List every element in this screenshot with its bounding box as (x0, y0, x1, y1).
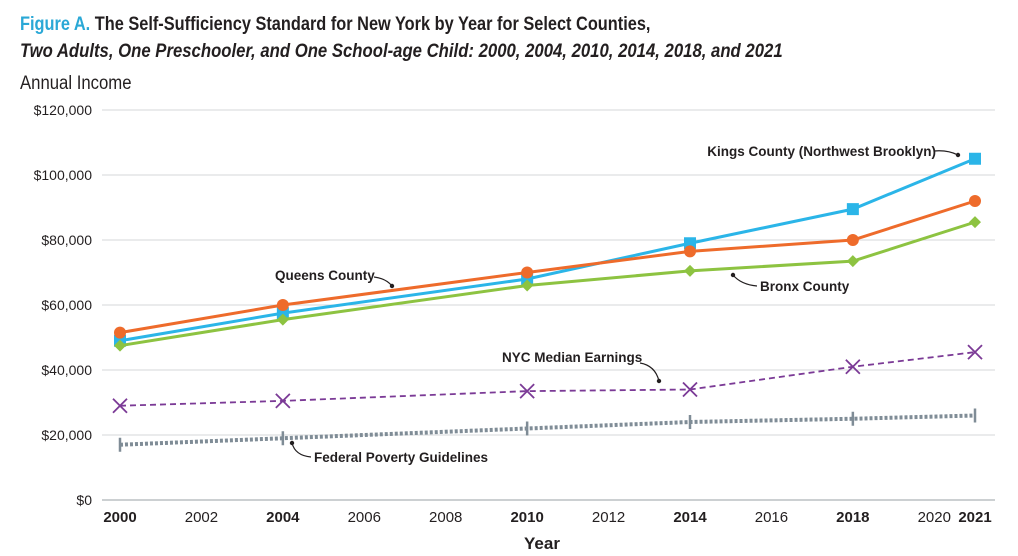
y-axis-ticks: $0 $20,000 $40,000 $60,000 $80,000 $100,000 $1… (34, 102, 93, 508)
annotation-arrowhead (656, 378, 662, 384)
series-annotation-label: Bronx County (760, 279, 850, 294)
data-point-circle (684, 245, 696, 258)
annotation-leader (933, 150, 959, 156)
data-point-circle (114, 326, 126, 339)
chart-subtitle: Two Adults, One Preschooler, and One Sch… (20, 41, 783, 62)
x-axis-label: Year (524, 534, 560, 553)
series-line (119, 157, 976, 343)
series-annotations: Kings County (Northwest Brooklyn) Queens … (275, 144, 961, 465)
y-tick-label: $120,000 (34, 102, 93, 118)
data-point-x (519, 383, 535, 399)
data-point-diamond (276, 313, 289, 326)
data-point-diamond (684, 264, 696, 277)
data-point-x (112, 398, 128, 414)
figure-label: Figure A. (20, 14, 91, 35)
data-point-circle (276, 299, 289, 311)
data-point-diamond (846, 255, 859, 268)
data-point-x (967, 344, 983, 360)
series-line (119, 199, 976, 335)
x-tick-label: 2010 (510, 509, 543, 526)
x-tick-label: 2020 (918, 509, 951, 526)
gridlines (102, 109, 995, 501)
annotation-leader (732, 274, 758, 287)
x-tick-label: 2004 (266, 509, 300, 526)
data-point-circle (846, 234, 859, 246)
data-point-x (682, 381, 698, 398)
y-tick-label: $0 (76, 492, 92, 508)
series-annotation-label: Queens County (275, 268, 375, 283)
y-tick-label: $80,000 (41, 232, 92, 248)
series-line (119, 220, 976, 348)
x-axis-ticks: 2000 2002 2004 2006 2008 2010 2012 2014 2016 2018… (103, 509, 991, 526)
data-point-square (969, 152, 981, 165)
data-point-x (275, 393, 291, 409)
annotation-arrowhead (730, 272, 736, 278)
series-lines (112, 152, 983, 452)
x-tick-label: 2000 (103, 509, 136, 526)
data-point-diamond (969, 216, 981, 229)
y-tick-label: $60,000 (41, 297, 92, 313)
data-point-circle (521, 266, 534, 279)
y-tick-label: $20,000 (41, 427, 92, 443)
annotation-arrowhead (389, 283, 395, 289)
data-point-circle (969, 195, 981, 207)
annotation-leader (639, 362, 660, 382)
data-point-diamond (114, 339, 126, 352)
x-tick-label: 2014 (673, 509, 707, 526)
annotation-arrowhead (955, 152, 961, 158)
data-point-diamond (521, 279, 534, 292)
x-tick-label: 2018 (836, 509, 869, 526)
x-tick-label: 2021 (958, 509, 991, 526)
y-tick-label: $40,000 (41, 362, 92, 378)
x-tick-label: 2002 (185, 509, 218, 526)
x-tick-label: 2016 (755, 509, 788, 526)
annotation-arrowhead (289, 440, 295, 446)
series-line (119, 413, 976, 447)
data-point-x (845, 359, 861, 375)
chart-title: Figure A. The Self-Sufficiency Standard … (20, 14, 650, 36)
y-tick-label: $100,000 (34, 167, 93, 183)
data-point-square (846, 203, 859, 216)
series-annotation-label: Federal Poverty Guidelines (314, 450, 488, 465)
x-tick-label: 2006 (348, 509, 381, 526)
title-text: The Self-Sufficiency Standard for New Yo… (94, 14, 651, 35)
series-line (119, 351, 976, 407)
x-tick-label: 2008 (429, 509, 462, 526)
annotation-leader (291, 442, 312, 458)
annotation-leader (373, 276, 393, 287)
y-axis-label: Annual Income (20, 73, 132, 94)
series-annotation-label: NYC Median Earnings (502, 350, 642, 365)
x-tick-label: 2012 (592, 509, 625, 526)
series-annotation-label: Kings County (Northwest Brooklyn) (707, 144, 936, 159)
